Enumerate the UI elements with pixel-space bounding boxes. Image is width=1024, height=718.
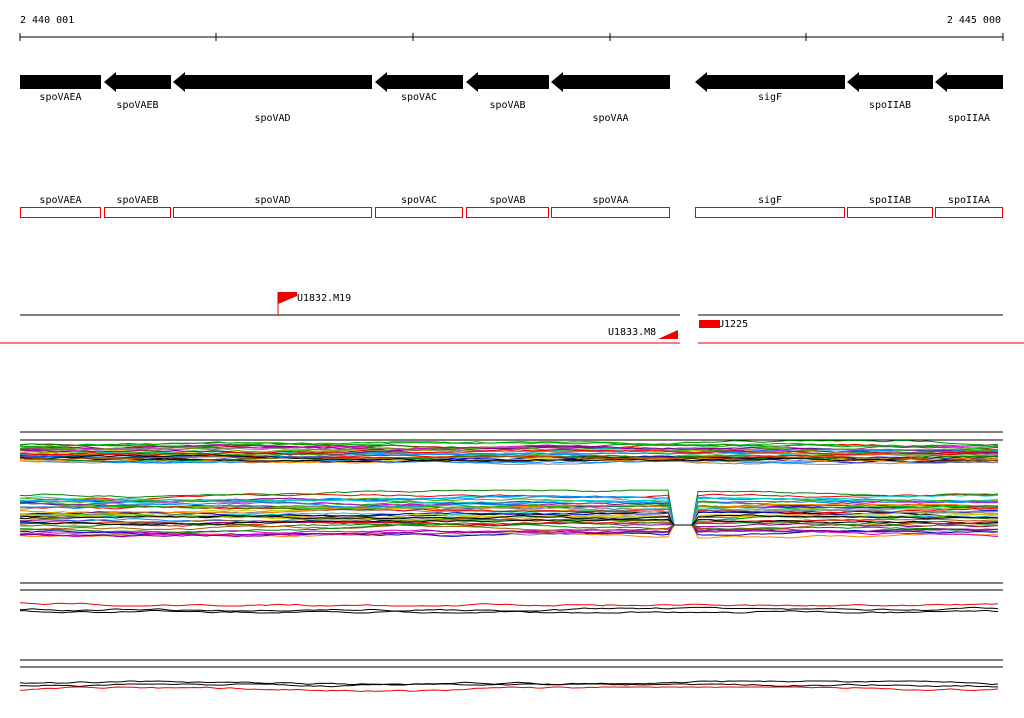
gene-label: spoVAEB [116, 100, 158, 111]
gene-label: spoVAD [254, 113, 290, 124]
expression-trace [19, 495, 999, 526]
expression-trace [19, 489, 999, 526]
expression-trace [19, 680, 999, 686]
operon-label: spoVAEB [116, 195, 158, 206]
gene-arrow [935, 72, 1003, 92]
gene-arrow [695, 72, 845, 92]
expression-trace [19, 503, 999, 526]
operon-label: spoVAEA [39, 195, 81, 206]
marker-flag [699, 320, 720, 328]
operon-box [375, 207, 463, 218]
gene-label: spoIIAB [869, 100, 911, 111]
expression-trace [19, 502, 999, 526]
gene-label: spoVAB [489, 100, 525, 111]
expression-trace [19, 522, 999, 534]
expression-trace [19, 493, 999, 526]
operon-label: spoVAC [401, 195, 437, 206]
expression-trace [19, 446, 999, 453]
expression-trace [19, 449, 999, 459]
expression-trace [19, 494, 999, 526]
operon-box [695, 207, 845, 218]
expression-trace [19, 512, 999, 526]
marker-flag [278, 292, 297, 304]
expression-trace [19, 524, 998, 531]
operon-box [104, 207, 171, 218]
operon-box [935, 207, 1003, 218]
expression-trace [19, 522, 998, 533]
expression-trace [19, 609, 999, 614]
operon-box [20, 207, 101, 218]
ruler-end: 2 445 000 [947, 15, 1001, 26]
operon-label: spoVAB [489, 195, 525, 206]
expression-trace [19, 502, 999, 526]
expression-trace [19, 514, 999, 526]
gene-label: spoVAA [592, 113, 628, 124]
operon-box [173, 207, 372, 218]
gene-label: spoVAEA [39, 92, 81, 103]
operon-label: spoIIAB [869, 195, 911, 206]
expression-trace [19, 602, 999, 607]
gene-arrow [375, 72, 463, 92]
expression-trace [19, 686, 999, 692]
ruler-start: 2 440 001 [20, 15, 74, 26]
expression-trace [19, 448, 999, 456]
marker-label: U1833.M8 [608, 327, 656, 338]
gene-arrow [20, 75, 101, 89]
expression-trace [19, 505, 999, 526]
gene-arrow [466, 72, 549, 92]
operon-label: spoIIAA [948, 195, 990, 206]
expression-trace [19, 500, 998, 526]
operon-box [847, 207, 933, 218]
expression-trace [19, 518, 999, 526]
operon-label: spoVAA [592, 195, 628, 206]
gene-arrow [104, 72, 171, 92]
track-gap [680, 312, 698, 352]
gene-label: spoVAC [401, 92, 437, 103]
gene-label: sigF [758, 92, 782, 103]
expression-trace [19, 683, 998, 688]
gene-arrow [173, 72, 372, 92]
expression-trace [19, 518, 998, 526]
expression-trace [19, 454, 999, 462]
marker-label: U1225 [718, 319, 748, 330]
expression-trace [19, 606, 999, 612]
expression-trace [19, 524, 999, 538]
operon-label: spoVAD [254, 195, 290, 206]
operon-box [551, 207, 670, 218]
gene-arrow [847, 72, 933, 92]
expression-trace [19, 441, 999, 448]
expression-trace [19, 509, 999, 526]
operon-label: sigF [758, 195, 782, 206]
marker-flag [658, 330, 678, 339]
expression-trace [19, 524, 999, 537]
expression-trace [19, 442, 998, 450]
expression-trace [19, 454, 999, 462]
operon-box [466, 207, 549, 218]
gene-arrow [551, 72, 670, 92]
marker-label: U1832.M19 [297, 293, 351, 304]
gene-label: spoIIAA [948, 113, 990, 124]
